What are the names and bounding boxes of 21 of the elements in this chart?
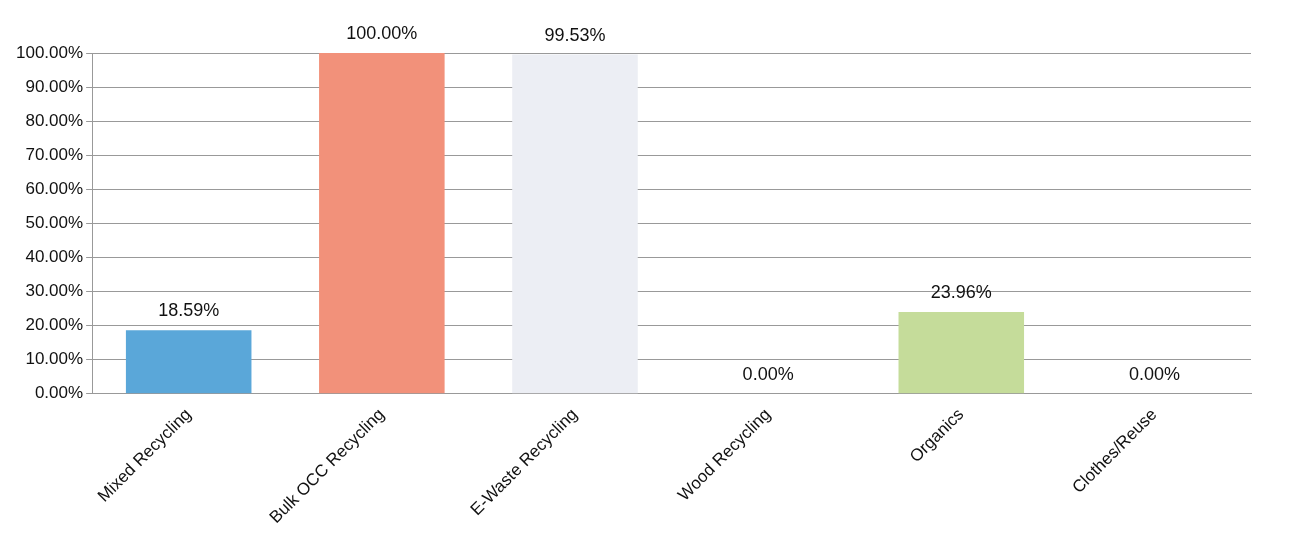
y-tick-label: 70.00% <box>25 144 84 164</box>
y-tick-label: 30.00% <box>25 281 84 301</box>
data-label: 0.00% <box>742 363 794 384</box>
bar <box>898 312 1025 394</box>
y-tick-label: 60.00% <box>25 178 84 198</box>
y-tick-label: 10.00% <box>25 349 84 369</box>
bar <box>319 53 445 394</box>
y-tick-label: 0.00% <box>34 383 84 403</box>
bar <box>512 54 638 394</box>
data-label: 100.00% <box>346 22 418 43</box>
data-label: 99.53% <box>544 24 606 45</box>
y-tick-label: 100.00% <box>15 42 84 62</box>
y-tick-label: 20.00% <box>25 315 84 335</box>
bar <box>125 330 252 394</box>
y-tick-label: 40.00% <box>25 247 84 267</box>
y-tick-label: 90.00% <box>25 76 84 96</box>
data-label: 0.00% <box>1128 363 1180 384</box>
y-tick-label: 50.00% <box>25 213 84 233</box>
data-label: 18.59% <box>158 300 220 321</box>
y-tick-label: 80.00% <box>25 110 84 130</box>
data-label: 23.96% <box>930 282 992 303</box>
